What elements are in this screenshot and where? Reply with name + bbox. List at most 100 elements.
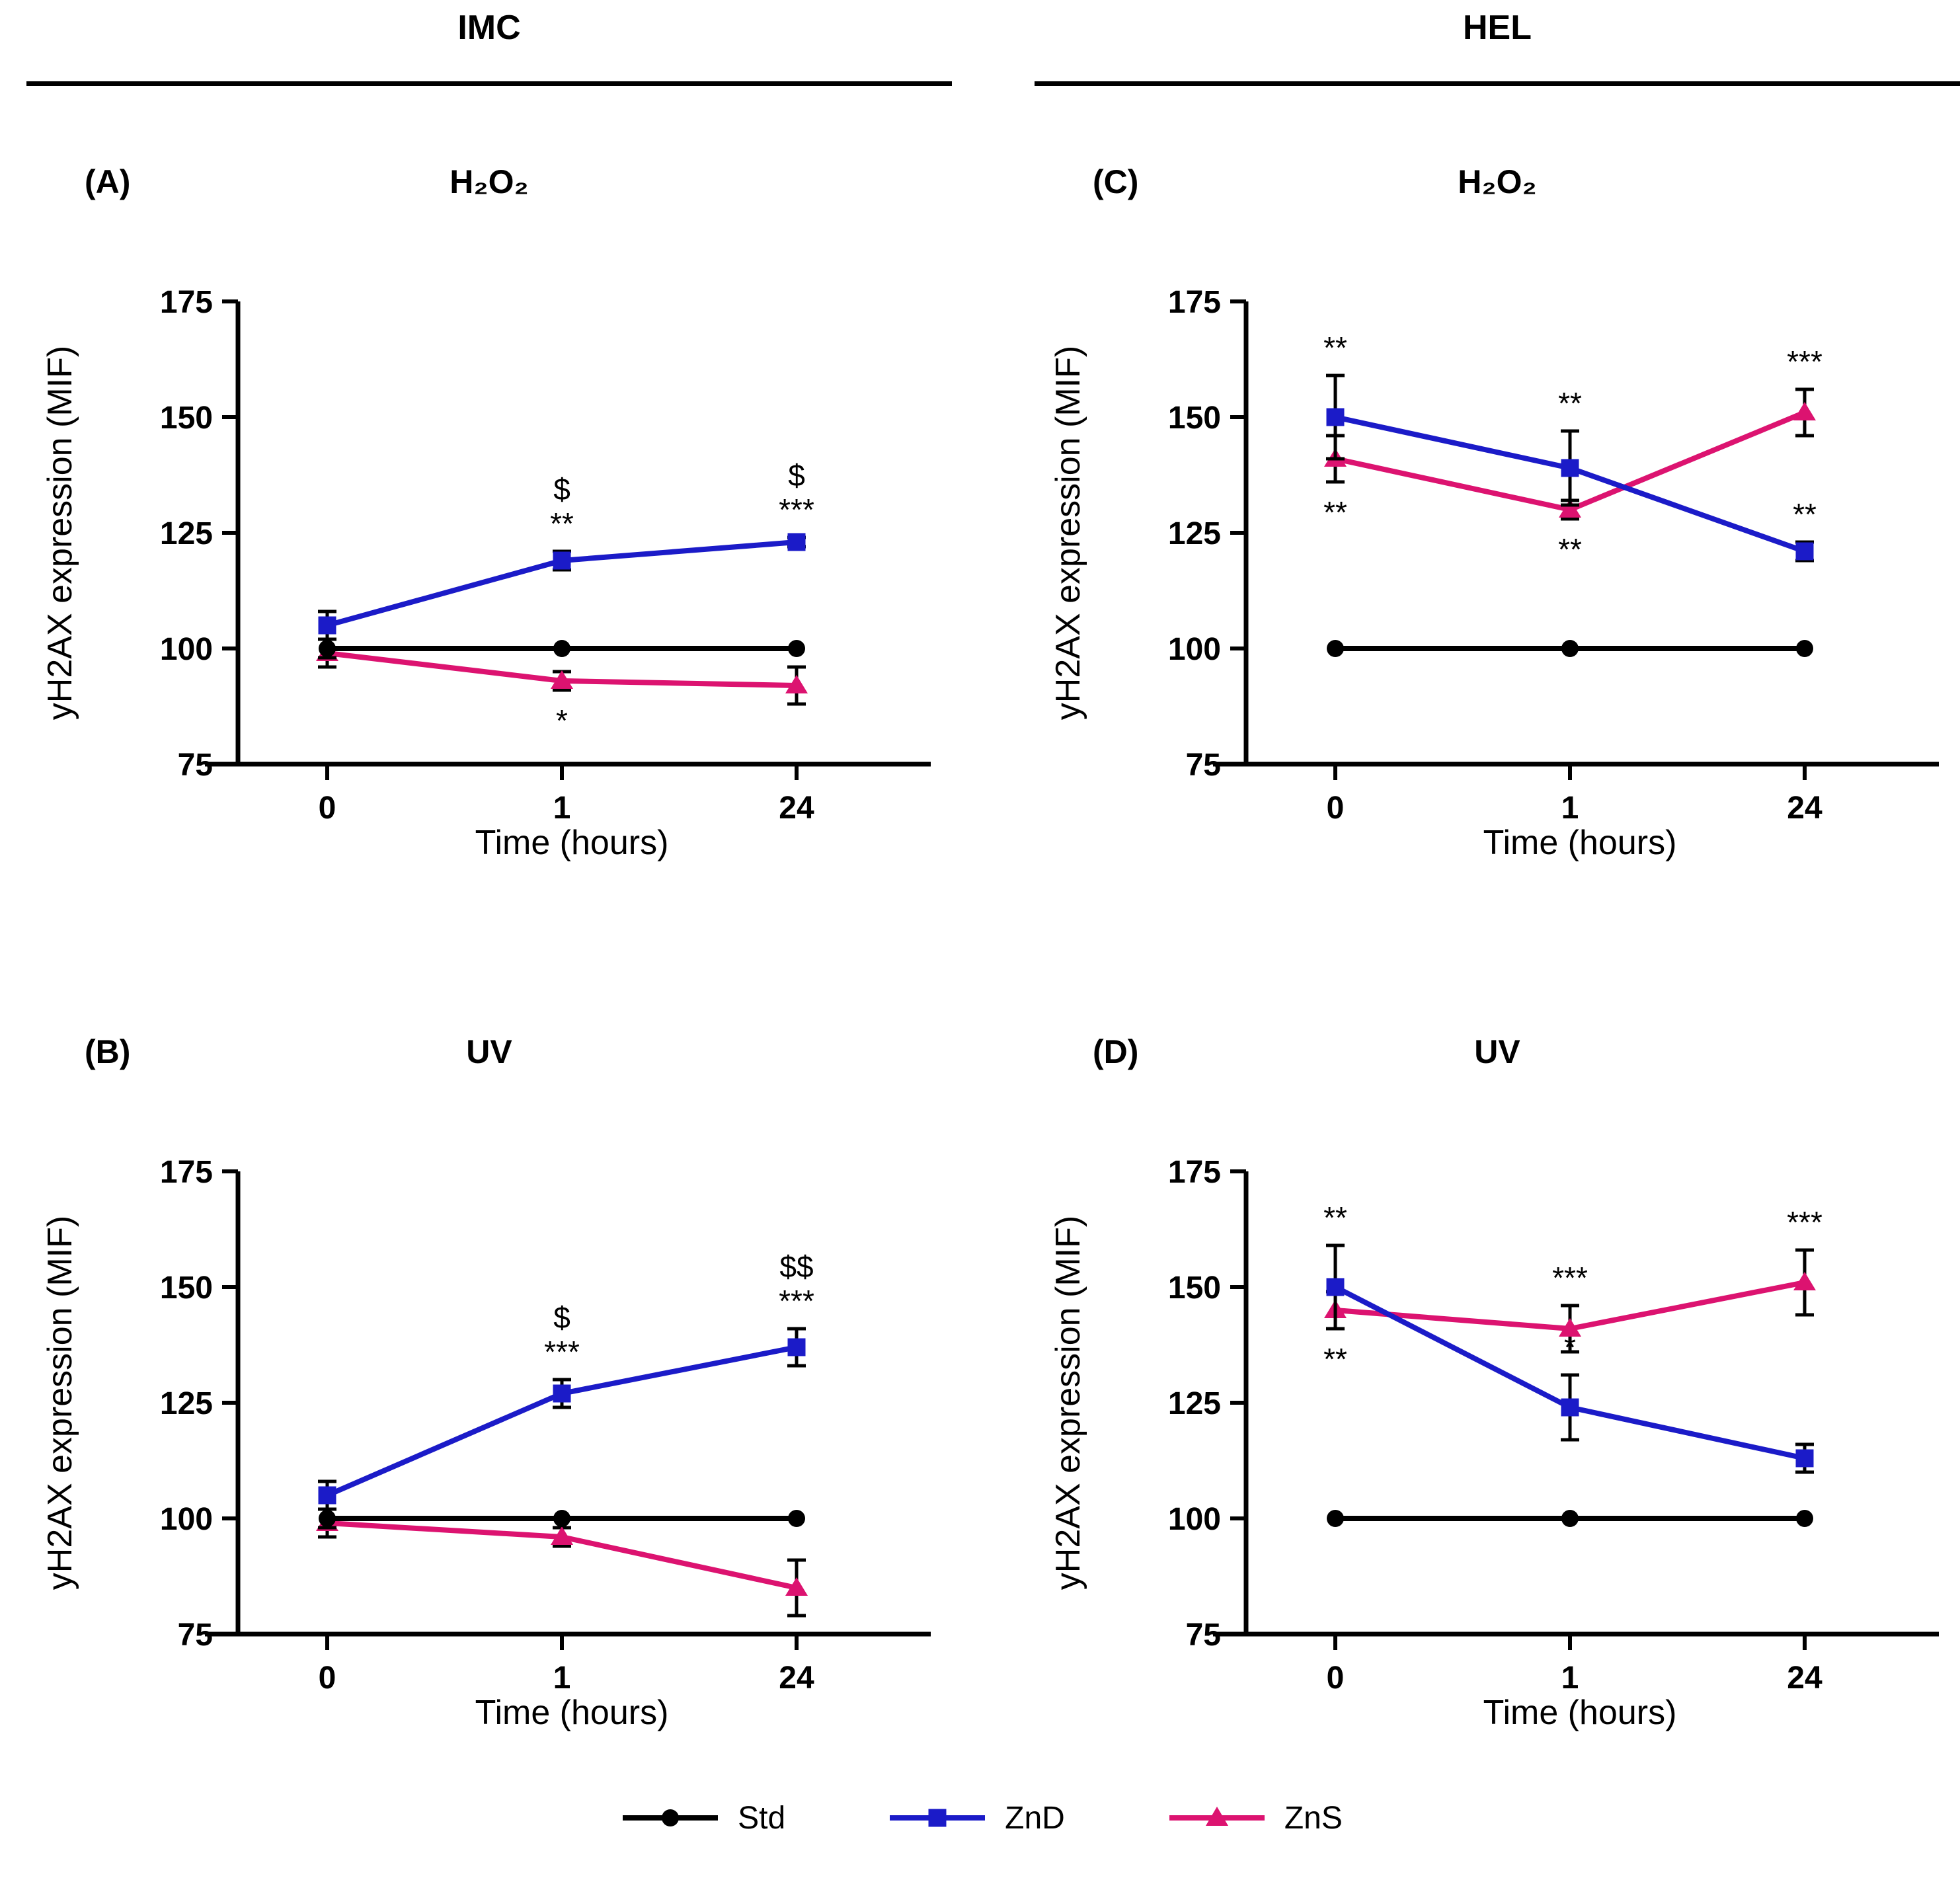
legend-marker: [662, 1809, 680, 1826]
y-tick-label: 175: [160, 285, 213, 320]
y-axis-title: yH2AX expression (MIF): [41, 346, 79, 720]
x-tick-label: 0: [319, 791, 336, 826]
panel-label-d: (D): [1093, 1033, 1139, 1071]
significance-annotation: $$: [779, 1249, 813, 1284]
marker-std: [319, 640, 336, 658]
marker-znd: [553, 551, 571, 570]
y-tick-label: 150: [160, 1271, 213, 1306]
significance-annotation: ***: [779, 1284, 814, 1318]
marker-znd: [1561, 1398, 1579, 1417]
x-tick-label: 1: [1561, 1661, 1579, 1696]
significance-annotation: *: [1564, 1330, 1576, 1364]
y-tick-label: 125: [1168, 1386, 1221, 1421]
panel-label-c: (C): [1093, 163, 1139, 201]
marker-zns: [1793, 1272, 1816, 1291]
column-divider-hel: [1035, 81, 1960, 87]
legend-label-zns: ZnS: [1284, 1800, 1343, 1836]
column-divider-imc: [26, 81, 952, 87]
y-tick-label: 100: [160, 632, 213, 667]
marker-std: [1796, 1510, 1813, 1528]
x-tick-label: 24: [1787, 1661, 1823, 1696]
x-tick-label: 0: [1327, 791, 1345, 826]
significance-annotation: **: [1793, 497, 1817, 531]
x-axis-title: Time (hours): [1483, 824, 1677, 862]
panel-label-b: (B): [85, 1033, 131, 1071]
marker-std: [1327, 1510, 1344, 1528]
panel-title-c: H₂O₂: [1458, 163, 1537, 201]
y-tick-label: 125: [160, 1386, 213, 1421]
x-tick-label: 24: [779, 1661, 814, 1696]
legend-marker: [928, 1809, 947, 1827]
marker-znd: [318, 616, 336, 635]
y-tick-label: 175: [1168, 285, 1221, 320]
x-tick-label: 1: [553, 1661, 571, 1696]
y-tick-label: 125: [160, 516, 213, 551]
panel-head-b: (B) UV: [26, 1033, 952, 1074]
y-tick-label: 100: [1168, 1502, 1221, 1537]
marker-std: [553, 1510, 570, 1528]
column-hel: HEL (C) H₂O₂ 75 100 125 150 175 0 1 24 Time (hou…: [1035, 0, 1960, 1733]
y-tick-label: 125: [1168, 516, 1221, 551]
y-tick-label: 150: [160, 401, 213, 436]
significance-annotation: **: [1558, 386, 1582, 420]
marker-zns: [551, 1526, 573, 1546]
significance-annotation: **: [1323, 1200, 1347, 1235]
significance-annotation: ***: [1787, 1205, 1823, 1239]
marker-znd: [1795, 1449, 1814, 1468]
chart-panel-a: 75 100 125 150 175 0 1 24 Time (hours) yH2AX expr…: [41, 285, 931, 862]
y-tick-label: 150: [1168, 401, 1221, 436]
y-tick-label: 175: [1168, 1155, 1221, 1190]
x-tick-label: 1: [1561, 791, 1579, 826]
significance-annotation: $: [553, 472, 570, 506]
significance-annotation: *: [556, 703, 568, 738]
chart-panel-d: 75 100 125 150 175 0 1 24 Time (hours) yH2AX expr…: [1049, 1155, 1939, 1732]
x-tick-label: 0: [1327, 1661, 1345, 1696]
marker-znd: [553, 1384, 571, 1403]
panel-label-a: (A): [85, 163, 131, 201]
y-tick-label: 75: [178, 748, 213, 783]
x-axis-title: Time (hours): [475, 1694, 669, 1732]
marker-znd: [318, 1486, 336, 1505]
column-imc: IMC (A) H₂O₂ 75 100 125 150 175 0 1 24 Time (hou…: [26, 0, 952, 1733]
marker-zns: [785, 1577, 808, 1596]
y-tick-label: 100: [160, 1502, 213, 1537]
significance-annotation: ***: [544, 1335, 580, 1369]
x-tick-label: 24: [779, 791, 814, 826]
significance-annotation: $: [553, 1300, 570, 1335]
legend-item-znd: ZnD: [884, 1797, 1065, 1839]
legend-marker: [1205, 1807, 1228, 1826]
column-title-hel: HEL: [1463, 9, 1532, 47]
marker-std: [1796, 640, 1813, 658]
panel-head-c: (C) H₂O₂: [1035, 163, 1960, 204]
y-tick-label: 100: [1168, 632, 1221, 667]
y-axis-title: yH2AX expression (MIF): [1049, 346, 1087, 720]
series-line-znd: [326, 1345, 797, 1498]
y-tick-label: 75: [1186, 748, 1221, 783]
marker-zns: [785, 675, 808, 694]
y-tick-label: 175: [160, 1155, 213, 1190]
significance-annotation: **: [550, 506, 574, 541]
significance-annotation: ***: [1787, 344, 1823, 379]
panel-title-b: UV: [466, 1033, 512, 1071]
marker-znd: [1561, 459, 1579, 477]
marker-std: [319, 1510, 336, 1528]
marker-std: [788, 1510, 805, 1528]
legend-label-std: Std: [738, 1800, 786, 1836]
significance-annotation: **: [1323, 1342, 1347, 1376]
y-axis-title: yH2AX expression (MIF): [1049, 1216, 1087, 1590]
y-tick-label: 75: [1186, 1618, 1221, 1653]
zns-triangle-marker-icon: [1169, 1807, 1265, 1826]
marker-znd: [1326, 1278, 1345, 1296]
y-axis-title: yH2AX expression (MIF): [41, 1216, 79, 1590]
significance-annotation: **: [1558, 532, 1582, 567]
marker-znd: [1326, 408, 1345, 426]
panel-head-a: (A) H₂O₂: [26, 163, 952, 204]
marker-znd: [787, 1338, 806, 1356]
marker-znd: [787, 533, 806, 551]
marker-zns: [1793, 402, 1816, 421]
marker-std: [788, 640, 805, 658]
marker-std: [1561, 640, 1579, 658]
x-tick-label: 0: [319, 1661, 336, 1696]
marker-std: [1327, 640, 1344, 658]
